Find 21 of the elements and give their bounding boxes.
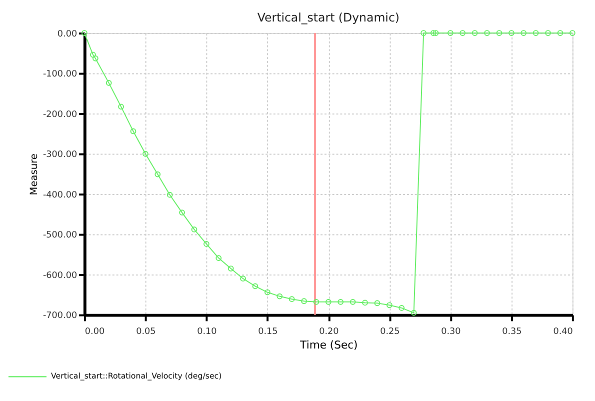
x-axis-title: Time (Sec) — [299, 338, 358, 352]
chart-title: Vertical_start (Dynamic) — [257, 10, 400, 25]
y-tick-label: -500.00 — [42, 230, 78, 241]
x-tick-label: 0.00 — [84, 326, 105, 337]
y-tick-label: 0.00 — [57, 29, 78, 40]
y-axis-title: Measure — [29, 154, 40, 196]
y-tick-label: -600.00 — [42, 270, 78, 281]
x-tick-label: 0.30 — [441, 326, 462, 337]
x-tick-label: 0.05 — [136, 326, 156, 337]
x-tick-label: 0.40 — [553, 326, 574, 337]
y-tick-label: -200.00 — [42, 110, 78, 120]
y-tick-label: -300.00 — [42, 150, 78, 160]
y-tick-label: -100.00 — [42, 70, 78, 80]
x-tick-label: 0.25 — [380, 326, 400, 337]
x-tick-label: 0.10 — [197, 326, 218, 337]
x-tick-label: 0.35 — [502, 326, 522, 337]
x-tick-label: 0.20 — [319, 326, 340, 337]
y-tick-label: -400.00 — [42, 190, 78, 200]
x-tick-label: 0.15 — [258, 326, 278, 337]
legend-label: Vertical_start::Rotational_Velocity (deg/sec) — [51, 372, 222, 381]
y-tick-label: -700.00 — [42, 311, 78, 322]
